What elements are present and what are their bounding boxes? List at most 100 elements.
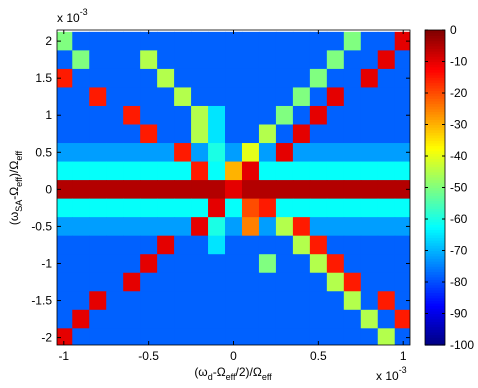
colorbar-swatch [425, 30, 445, 34]
heatmap-cell [309, 87, 328, 107]
heatmap-cell [275, 235, 294, 255]
heatmap-cell [157, 309, 175, 329]
heatmap-cell [72, 87, 90, 107]
y-axis-label: (ωSA-Ωeff)/Ωeff [7, 150, 24, 225]
colorbar-swatch [425, 37, 445, 42]
colorbar-tick-label: -10 [450, 55, 468, 69]
colorbar-swatch [425, 213, 445, 217]
heatmap-cell [72, 198, 90, 218]
colorbar-swatch [425, 279, 445, 283]
heatmap-cell [292, 198, 311, 218]
heatmap-cell [225, 309, 243, 329]
colorbar-swatch [425, 245, 445, 249]
heatmap-cell [140, 235, 158, 255]
heatmap-cell [106, 31, 124, 51]
heatmap-cell [292, 105, 311, 125]
colorbar-swatch [425, 35, 445, 39]
heatmap-cell [57, 291, 73, 311]
heatmap-cell [394, 235, 410, 255]
heatmap-cell [140, 68, 158, 88]
heatmap-cell [106, 68, 124, 88]
heatmap-cell [343, 105, 362, 125]
heatmap-cell [241, 328, 260, 345]
heatmap-cell [106, 50, 124, 70]
heatmap-cell [140, 328, 158, 345]
heatmap-cell [157, 235, 175, 255]
heatmap-cell [326, 180, 345, 200]
colorbar-swatch [425, 226, 445, 231]
x-label-sub: d [208, 372, 213, 382]
heatmap-cell [225, 217, 243, 237]
heatmap-cell [275, 124, 294, 144]
heatmap-cell [225, 291, 243, 311]
heatmap-cell [377, 309, 396, 329]
heatmap-cell [106, 124, 124, 144]
heatmap-cell [123, 198, 141, 218]
y-exp-base: x 10 [57, 11, 80, 25]
heatmap-cell [309, 180, 328, 200]
heatmap-cell [241, 105, 260, 125]
y-label-sub: SA [14, 200, 24, 212]
heatmap-cell [258, 87, 277, 107]
heatmap-cell [292, 124, 311, 144]
colorbar-swatch [425, 329, 445, 333]
heatmap-cell [72, 254, 90, 274]
colorbar-swatch [425, 287, 445, 291]
heatmap-cell [57, 217, 73, 237]
heatmap-cell [377, 87, 396, 107]
heatmap-cell [191, 87, 209, 107]
colorbar-swatch [425, 247, 445, 252]
heatmap-cell [258, 124, 277, 144]
colorbar-tick-label: -30 [450, 118, 468, 132]
heatmap-cell [174, 217, 192, 237]
heatmap-cell [275, 31, 294, 51]
colorbar-swatch [425, 158, 445, 162]
heatmap-cell [191, 68, 209, 88]
x-label-sub: eff [226, 372, 236, 382]
heatmap-cell [360, 143, 379, 163]
x-tick-label: -0.5 [138, 349, 159, 363]
heatmap-cell [106, 217, 124, 237]
colorbar-swatch [425, 192, 445, 196]
heatmap-cell [241, 68, 260, 88]
heatmap-cell [258, 198, 277, 218]
colorbar-swatch [425, 171, 445, 175]
heatmap-cell [106, 254, 124, 274]
colorbar-swatch [425, 240, 445, 244]
heatmap-cell [394, 161, 410, 181]
y-tick-label: 1.5 [35, 71, 52, 85]
colorbar-swatch [425, 156, 445, 160]
heatmap-cell [394, 180, 410, 200]
heatmap-cell [258, 235, 277, 255]
heatmap-cell [123, 217, 141, 237]
colorbar-swatch [425, 208, 445, 212]
heatmap-cell [89, 180, 107, 200]
heatmap-cell [394, 198, 410, 218]
heatmap-cell [343, 309, 362, 329]
heatmap-cell [191, 272, 209, 292]
heatmap-cell [394, 31, 410, 51]
colorbar-swatch [425, 237, 445, 241]
heatmap-cell [275, 161, 294, 181]
heatmap-cell [89, 143, 107, 163]
heatmap-cell [377, 217, 396, 237]
heatmap-cell [174, 161, 192, 181]
heatmap-cell [208, 68, 226, 88]
heatmap-cell [241, 291, 260, 311]
heatmap-cell [174, 105, 192, 125]
heatmap-cell [343, 217, 362, 237]
colorbar-swatch [425, 313, 445, 317]
heatmap-cell [72, 217, 90, 237]
heatmap-cell [275, 50, 294, 70]
x-label-part: (ω [194, 365, 207, 379]
colorbar-swatch [425, 90, 445, 94]
heatmap-cell [140, 217, 158, 237]
heatmap-cell [57, 31, 73, 51]
heatmap-cell [106, 328, 124, 345]
colorbar-swatch [425, 48, 445, 52]
heatmap-cell [377, 198, 396, 218]
heatmap-cell [225, 105, 243, 125]
heatmap-cell [275, 143, 294, 163]
heatmap-cell [360, 50, 379, 70]
colorbar-swatch [425, 98, 445, 102]
